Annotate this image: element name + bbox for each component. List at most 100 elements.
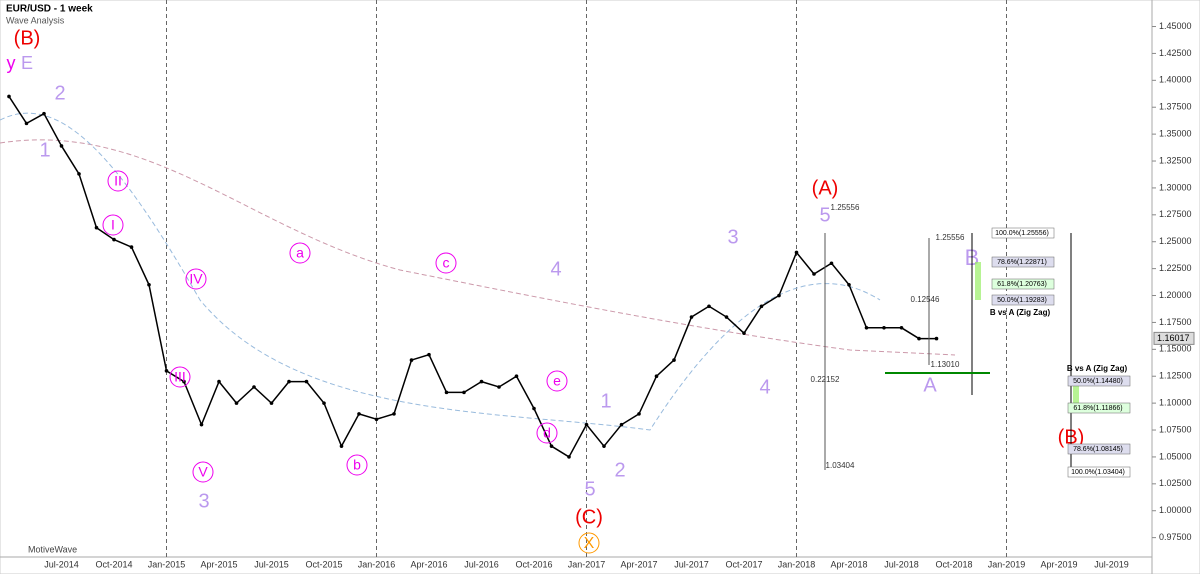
- fib-label: B vs A (Zig Zag): [990, 308, 1051, 317]
- fib-box: [1067, 443, 1131, 455]
- y-tick-label: 0.97500: [1159, 532, 1192, 542]
- y-tick-label: 1.32500: [1159, 155, 1192, 165]
- wave-circle: [536, 422, 558, 444]
- wave-circle: [169, 366, 191, 388]
- price-point: [217, 379, 221, 384]
- price-point: [182, 379, 186, 384]
- x-tick-label: Jan-2018: [778, 559, 816, 569]
- fib-box: [991, 294, 1055, 306]
- wave-label: (B): [14, 27, 41, 49]
- x-tick-label: Jul-2019: [1094, 559, 1129, 569]
- x-tick-label: Jul-2016: [464, 559, 499, 569]
- price-point: [864, 326, 869, 330]
- x-tick-label: Apr-2016: [410, 559, 447, 569]
- wave-label: 5: [819, 204, 830, 226]
- price-point: [287, 379, 291, 384]
- x-tick-label: Jul-2015: [254, 559, 289, 569]
- wave-circle: [102, 214, 124, 236]
- price-point: [77, 172, 81, 176]
- price-point: [374, 417, 379, 422]
- price-point: [514, 374, 519, 379]
- fib-box: [1067, 375, 1131, 387]
- price-point: [199, 422, 204, 427]
- price-point: [147, 282, 151, 287]
- wave-label: E: [21, 53, 33, 73]
- wave-label: (A): [812, 177, 839, 199]
- price-point: [42, 111, 46, 116]
- price-point: [462, 390, 466, 395]
- price-point: [672, 358, 676, 362]
- price-point: [94, 225, 99, 230]
- fib-label: 61.8%(1.11866): [1073, 405, 1122, 412]
- footer: MotiveWave: [28, 544, 77, 554]
- fib-zone: [1073, 381, 1079, 408]
- x-tick-label: Oct-2014: [95, 559, 132, 569]
- wave-label: IV: [189, 271, 203, 287]
- price-point: [339, 444, 344, 448]
- measure-label: 1.13010: [931, 360, 960, 369]
- wave-label: y: [7, 53, 16, 73]
- wave-label: b: [353, 457, 361, 473]
- y-tick-label: 1.30000: [1159, 182, 1192, 192]
- price-point: [689, 315, 694, 319]
- price-point: [759, 304, 764, 309]
- x-tick-label: Jul-2018: [884, 559, 919, 569]
- chart-title: EUR/USD - 1 week: [6, 4, 93, 15]
- wave-label: I: [111, 217, 115, 233]
- price-point: [742, 331, 746, 335]
- x-tick-label: Jan-2019: [988, 559, 1026, 569]
- wave-label: 5: [584, 478, 595, 500]
- x-tick-label: Apr-2018: [830, 559, 867, 569]
- y-tick-label: 1.12500: [1159, 371, 1192, 381]
- price-point: [549, 444, 554, 448]
- fib-label: 78.6%(1.22871): [997, 259, 1047, 266]
- y-tick-label: 1.02500: [1159, 478, 1192, 488]
- price-point: [112, 237, 116, 242]
- y-tick-label: 1.17500: [1159, 317, 1192, 327]
- wave-label: (C): [575, 506, 603, 528]
- price-point: [794, 250, 799, 255]
- wave-circle: [185, 268, 207, 290]
- x-tick-label: Jul-2014: [44, 559, 79, 569]
- fib-box: [991, 227, 1055, 239]
- fib-box: [991, 278, 1055, 290]
- y-tick-label: 1.37500: [1159, 102, 1192, 112]
- wave-label: a: [296, 245, 304, 261]
- fib-label: 61.8%(1.20763): [997, 281, 1047, 288]
- fib-box: [1067, 402, 1131, 414]
- x-tick-label: Apr-2017: [620, 559, 657, 569]
- x-tick-label: Oct-2016: [515, 559, 552, 569]
- price-point: [357, 412, 361, 416]
- fib-label: 100.0%(1.03404): [1071, 469, 1125, 476]
- x-tick-label: Oct-2017: [725, 559, 762, 569]
- wave-label: e: [553, 373, 561, 389]
- wave-label: 3: [727, 226, 738, 248]
- measure-label: 1.25556: [831, 203, 860, 212]
- price-point: [934, 336, 939, 341]
- moving-average: [0, 139, 956, 356]
- y-tick-label: 1.15000: [1159, 344, 1192, 354]
- price-point: [252, 385, 256, 389]
- price-point: [497, 385, 501, 389]
- wave-circle: [289, 242, 311, 264]
- y-tick-label: 1.20000: [1159, 290, 1192, 300]
- price-point: [322, 401, 326, 405]
- y-tick-label: 1.10000: [1159, 398, 1192, 408]
- y-tick-label: 1.45000: [1159, 21, 1192, 31]
- measure-label: 1.03404: [826, 461, 855, 470]
- price-line: [8, 96, 937, 458]
- fib-box: [1067, 466, 1131, 478]
- wave-circle: [107, 170, 129, 192]
- y-tick-label: 1.35000: [1159, 128, 1192, 138]
- x-tick-label: Jan-2016: [358, 559, 396, 569]
- y-tick-label: 1.27500: [1159, 209, 1192, 219]
- price-point: [882, 326, 886, 330]
- price-point: [409, 358, 414, 362]
- price-point: [812, 272, 816, 276]
- price-point: [427, 352, 431, 357]
- price-point: [637, 412, 641, 416]
- fib-box: [991, 256, 1055, 268]
- y-tick-label: 1.00000: [1159, 505, 1192, 515]
- wave-circle: [435, 252, 457, 274]
